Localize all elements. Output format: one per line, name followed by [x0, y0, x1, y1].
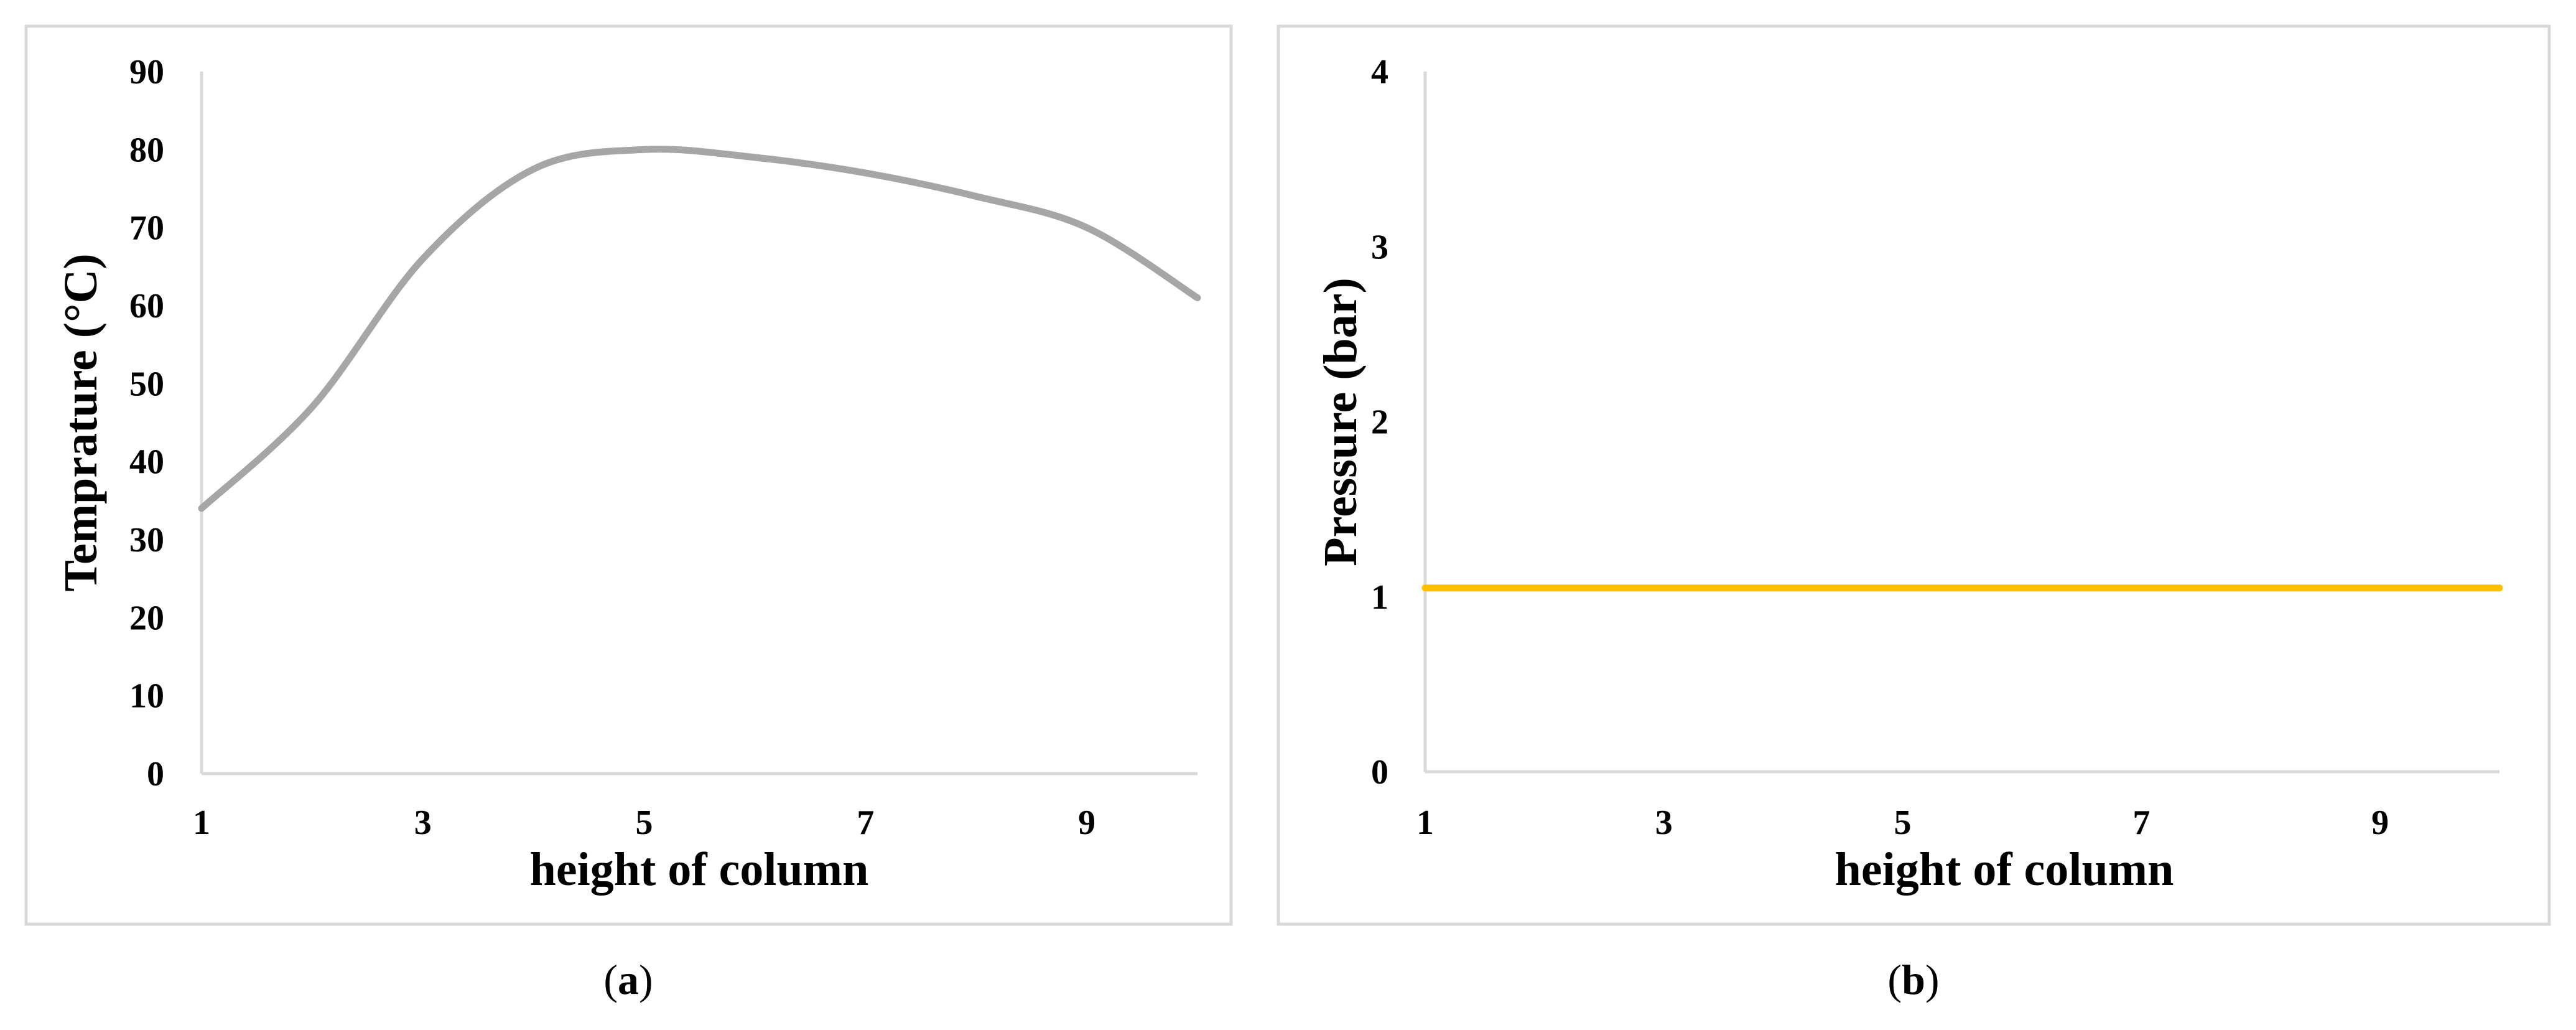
y-tick-label: 2 — [1371, 403, 1388, 442]
x-tick-label: 3 — [414, 803, 432, 842]
caption-letter-b: b — [1902, 956, 1925, 1003]
x-axis-title-b: height of column — [1835, 843, 2174, 896]
y-tick-label: 4 — [1371, 53, 1388, 91]
x-tick-label: 9 — [1078, 803, 1095, 842]
caption-letter-a: a — [618, 956, 639, 1003]
chart-frame-a — [24, 24, 1233, 926]
y-tick-label: 0 — [147, 755, 164, 794]
temperature-line — [198, 146, 1201, 512]
y-tick-label: 90 — [129, 53, 164, 91]
x-ticks-b: 1 3 5 7 9 — [1416, 803, 2389, 842]
caption-b: (b) — [1887, 956, 1939, 1003]
x-tick-label: 5 — [1894, 803, 1912, 842]
y-tick-label: 10 — [129, 677, 164, 716]
y-tick-label: 80 — [129, 131, 164, 169]
y-tick-label: 20 — [129, 599, 164, 637]
x-tick-label: 7 — [2132, 803, 2150, 842]
y-tick-label: 3 — [1371, 228, 1388, 266]
y-axis-title-b: Pressure (bar) — [1314, 278, 1367, 566]
x-tick-label: 3 — [1655, 803, 1673, 842]
y-ticks-a: 0 10 20 30 40 50 60 70 80 90 — [129, 53, 164, 794]
y-tick-label: 60 — [129, 287, 164, 325]
x-tick-label: 9 — [2371, 803, 2389, 842]
y-ticks-b: 0 1 2 3 4 — [1371, 53, 1388, 792]
x-axis-title-a: height of column — [530, 843, 869, 896]
chart-frame-b — [1276, 24, 2551, 926]
x-tick-label: 1 — [193, 803, 210, 842]
chart-panel-a: 0 10 20 30 40 50 60 70 80 90 1 3 5 7 9 height of colu… — [24, 24, 1233, 926]
y-tick-label: 70 — [129, 209, 164, 248]
y-tick-label: 30 — [129, 521, 164, 559]
y-tick-label: 0 — [1371, 753, 1388, 792]
x-tick-label: 5 — [636, 803, 653, 842]
x-tick-label: 1 — [1416, 803, 1434, 842]
y-axis-title-a: Temprature (°C) — [55, 253, 107, 591]
x-ticks-a: 1 3 5 7 9 — [193, 803, 1095, 842]
caption-a: (a) — [603, 956, 653, 1003]
y-tick-label: 40 — [129, 443, 164, 482]
y-tick-label: 50 — [129, 365, 164, 403]
y-tick-label: 1 — [1371, 578, 1388, 617]
x-tick-label: 7 — [857, 803, 874, 842]
